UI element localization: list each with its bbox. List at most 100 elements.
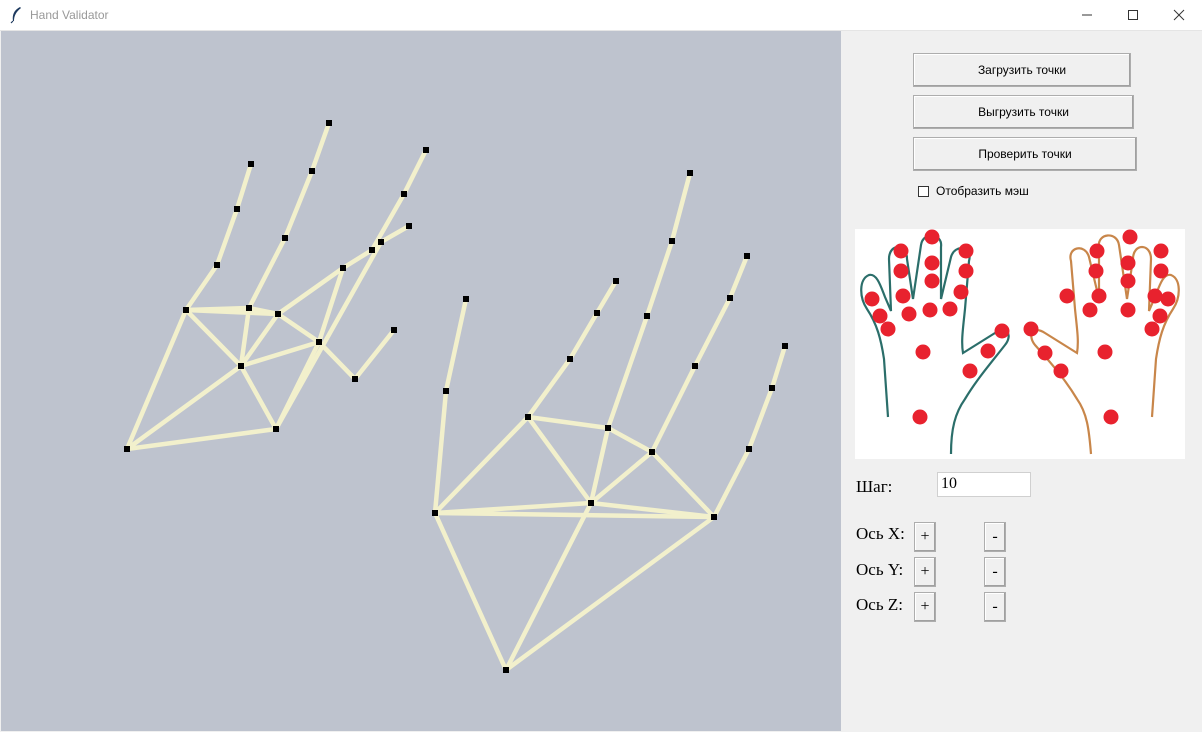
minimize-button[interactable]: [1064, 0, 1110, 30]
joint-point[interactable]: [711, 514, 717, 520]
mesh-checkbox[interactable]: [918, 185, 929, 197]
hand-canvas[interactable]: [1, 31, 841, 731]
bone-line: [124, 426, 279, 452]
joint-point[interactable]: [588, 500, 594, 506]
joint-point[interactable]: [246, 305, 252, 311]
hand-skeleton-drawing[interactable]: [1, 31, 841, 731]
joint-point[interactable]: [769, 385, 775, 391]
bone-line: [309, 120, 332, 174]
reference-point: [994, 323, 1010, 339]
bone-line: [340, 247, 375, 271]
axis-y-plus-button[interactable]: +: [914, 557, 936, 587]
reference-point: [1103, 409, 1119, 425]
left-hand-skeleton[interactable]: [124, 120, 429, 452]
joint-point[interactable]: [649, 449, 655, 455]
axis-x-label: Ось X:: [856, 524, 905, 543]
joint-point[interactable]: [309, 168, 315, 174]
joint-point[interactable]: [275, 311, 281, 317]
bone-line: [275, 311, 322, 345]
joint-point[interactable]: [378, 239, 384, 245]
joint-point[interactable]: [443, 388, 449, 394]
reference-point: [1059, 288, 1075, 304]
joint-point[interactable]: [406, 223, 412, 229]
joint-point[interactable]: [423, 147, 429, 153]
joint-point[interactable]: [273, 426, 279, 432]
joint-point[interactable]: [248, 161, 254, 167]
reference-point: [924, 255, 940, 271]
reference-point: [962, 363, 978, 379]
load-points-button[interactable]: Загрузить точки: [913, 53, 1131, 87]
reference-point: [1153, 243, 1169, 259]
right-hand-skeleton[interactable]: [432, 170, 788, 673]
joint-point[interactable]: [744, 253, 750, 259]
bone-line: [238, 305, 252, 369]
bone-line: [275, 265, 346, 317]
joint-point[interactable]: [463, 296, 469, 302]
joint-point[interactable]: [282, 235, 288, 241]
bone-line: [503, 514, 717, 673]
joint-point[interactable]: [401, 191, 407, 197]
check-points-button[interactable]: Проверить точки: [913, 137, 1137, 171]
reference-point: [1120, 302, 1136, 318]
joint-point[interactable]: [613, 278, 619, 284]
joint-point[interactable]: [352, 376, 358, 382]
joint-point[interactable]: [567, 356, 573, 362]
unload-points-button[interactable]: Выгрузить точки: [913, 95, 1134, 129]
joint-point[interactable]: [525, 414, 531, 420]
bone-line: [432, 510, 509, 673]
joint-point[interactable]: [391, 327, 397, 333]
joint-point[interactable]: [340, 265, 346, 271]
joint-point[interactable]: [183, 307, 189, 313]
joint-point[interactable]: [326, 120, 332, 126]
bone-line: [588, 449, 655, 506]
joint-point[interactable]: [503, 667, 509, 673]
joint-point[interactable]: [316, 339, 322, 345]
joint-point[interactable]: [687, 170, 693, 176]
reference-point: [980, 343, 996, 359]
joint-point[interactable]: [432, 510, 438, 516]
reference-point: [1160, 291, 1176, 307]
axis-z-label: Ось Z:: [856, 595, 903, 614]
joint-point[interactable]: [234, 206, 240, 212]
reference-point: [895, 288, 911, 304]
close-button[interactable]: [1156, 0, 1202, 30]
axis-y-minus-button[interactable]: -: [984, 557, 1006, 587]
bone-line: [605, 313, 650, 431]
bone-line: [401, 147, 429, 197]
step-input[interactable]: 10: [937, 472, 1031, 497]
left-hand-outline: [860, 234, 1010, 455]
joint-point[interactable]: [644, 313, 650, 319]
reference-point: [1037, 345, 1053, 361]
joint-point[interactable]: [238, 363, 244, 369]
reference-point: [1147, 288, 1163, 304]
joint-point[interactable]: [594, 310, 600, 316]
bone-line: [316, 339, 358, 382]
joint-point[interactable]: [692, 363, 698, 369]
bone-line: [238, 311, 281, 369]
joint-point[interactable]: [746, 446, 752, 452]
bone-line: [238, 363, 279, 432]
bone-line: [273, 239, 384, 432]
joint-point[interactable]: [669, 238, 675, 244]
bone-line: [443, 296, 469, 394]
bone-line: [234, 161, 254, 212]
joint-point[interactable]: [782, 343, 788, 349]
bone-line: [669, 170, 693, 244]
axis-x-minus-button[interactable]: -: [984, 522, 1006, 552]
mesh-checkbox-label: Отобразить мэш: [936, 184, 1029, 198]
joint-point[interactable]: [214, 262, 220, 268]
mesh-checkbox-row[interactable]: Отобразить мэш: [918, 183, 1029, 199]
joint-point[interactable]: [605, 425, 611, 431]
joint-point[interactable]: [369, 247, 375, 253]
bone-line: [124, 363, 244, 452]
bone-line: [238, 339, 322, 369]
axis-z-plus-button[interactable]: +: [914, 592, 936, 622]
window-title: Hand Validator: [30, 8, 109, 22]
joint-point[interactable]: [124, 446, 130, 452]
maximize-button[interactable]: [1110, 0, 1156, 30]
maximize-icon: [1128, 10, 1138, 20]
joint-point[interactable]: [727, 295, 733, 301]
reference-point: [901, 306, 917, 322]
axis-z-minus-button[interactable]: -: [984, 592, 1006, 622]
axis-x-plus-button[interactable]: +: [914, 522, 936, 552]
